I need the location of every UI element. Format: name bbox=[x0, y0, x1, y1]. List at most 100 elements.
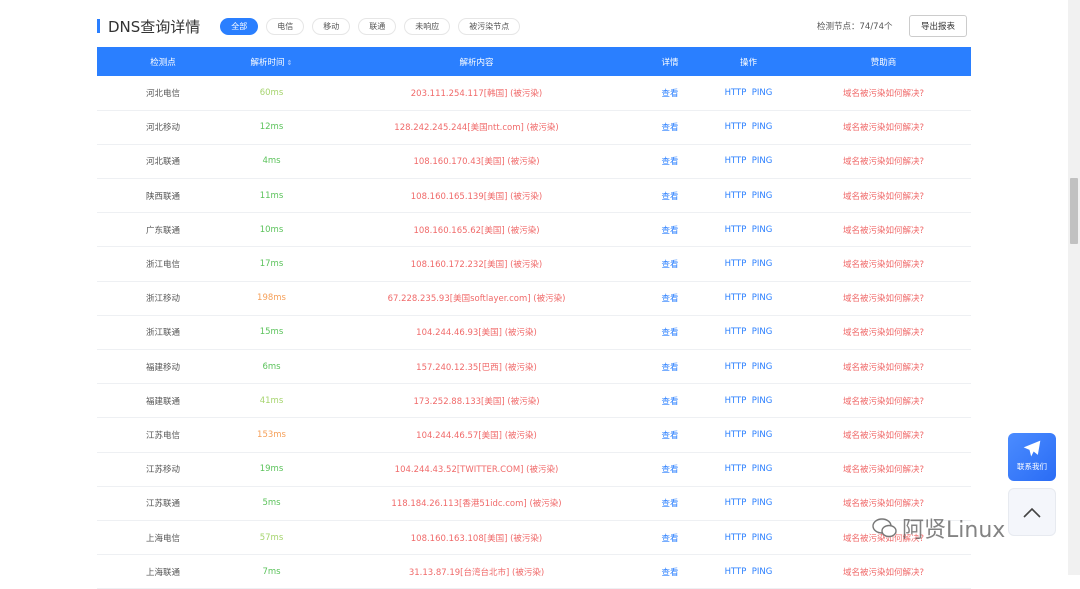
ping-link[interactable]: PING bbox=[751, 190, 773, 201]
sponsor-link[interactable]: 域名被污染如何解决? bbox=[842, 225, 924, 236]
sponsor-cell: 域名被污染如何解决? bbox=[796, 417, 971, 453]
ping-link[interactable]: PING bbox=[751, 532, 773, 543]
ping-link[interactable]: PING bbox=[751, 566, 773, 577]
ping-link[interactable]: PING bbox=[751, 122, 773, 133]
ping-link[interactable]: PING bbox=[751, 361, 773, 372]
view-detail-link[interactable]: 查看 bbox=[661, 157, 679, 168]
http-link[interactable]: HTTP bbox=[724, 361, 747, 372]
location-cell: 上海电信 bbox=[97, 520, 229, 556]
pollution-status: (被污染) bbox=[533, 294, 566, 305]
sponsor-link[interactable]: 域名被污染如何解决? bbox=[842, 157, 924, 168]
result-cell: 31.13.87.19[台湾台北市] (被污染) bbox=[314, 554, 639, 589]
filter-tab[interactable]: 未响应 bbox=[404, 17, 451, 35]
http-link[interactable]: HTTP bbox=[724, 190, 747, 201]
ping-link[interactable]: PING bbox=[751, 464, 773, 475]
ping-link[interactable]: PING bbox=[751, 293, 773, 304]
time-cell: 4ms bbox=[229, 144, 314, 180]
detail-cell: 查看 bbox=[639, 212, 701, 248]
view-detail-link[interactable]: 查看 bbox=[661, 88, 679, 99]
view-detail-link[interactable]: 查看 bbox=[661, 465, 679, 476]
filter-tab[interactable]: 移动 bbox=[312, 17, 351, 35]
view-detail-link[interactable]: 查看 bbox=[661, 567, 679, 578]
ping-link[interactable]: PING bbox=[751, 224, 773, 235]
location-cell: 广东联通 bbox=[97, 212, 229, 248]
filter-tab[interactable]: 联通 bbox=[358, 17, 397, 35]
sponsor-cell: 域名被污染如何解决? bbox=[796, 315, 971, 351]
sponsor-link[interactable]: 域名被污染如何解决? bbox=[842, 191, 924, 202]
location-cell: 浙江联通 bbox=[97, 315, 229, 351]
http-link[interactable]: HTTP bbox=[724, 566, 747, 577]
ping-link[interactable]: PING bbox=[751, 395, 773, 406]
http-link[interactable]: HTTP bbox=[724, 122, 747, 133]
pollution-status: (被污染) bbox=[507, 157, 540, 168]
http-link[interactable]: HTTP bbox=[724, 327, 747, 338]
column-header[interactable]: 解析时间 ⇕ bbox=[229, 47, 314, 76]
http-link[interactable]: HTTP bbox=[724, 464, 747, 475]
view-detail-link[interactable]: 查看 bbox=[661, 362, 679, 373]
http-link[interactable]: HTTP bbox=[724, 498, 747, 509]
table-row: 河北电信 60ms 203.111.254.117[韩国] (被污染) 查看 H… bbox=[97, 76, 971, 111]
view-detail-link[interactable]: 查看 bbox=[661, 294, 679, 305]
sponsor-link[interactable]: 域名被污染如何解决? bbox=[842, 430, 924, 441]
http-link[interactable]: HTTP bbox=[724, 395, 747, 406]
view-detail-link[interactable]: 查看 bbox=[661, 499, 679, 510]
view-detail-link[interactable]: 查看 bbox=[661, 533, 679, 544]
sponsor-link[interactable]: 域名被污染如何解决? bbox=[842, 260, 924, 271]
sponsor-cell: 域名被污染如何解决? bbox=[796, 212, 971, 248]
result-cell: 67.228.235.93[美国softlayer.com] (被污染) bbox=[314, 281, 639, 316]
http-link[interactable]: HTTP bbox=[724, 293, 747, 304]
http-link[interactable]: HTTP bbox=[724, 87, 747, 98]
sort-icon[interactable]: ⇕ bbox=[284, 58, 293, 67]
back-to-top-button[interactable] bbox=[1008, 488, 1056, 536]
ping-link[interactable]: PING bbox=[751, 87, 773, 98]
sponsor-link[interactable]: 域名被污染如何解决? bbox=[842, 533, 924, 544]
operation-cell: HTTP PING bbox=[701, 315, 796, 351]
sponsor-link[interactable]: 域名被污染如何解决? bbox=[842, 362, 924, 373]
view-detail-link[interactable]: 查看 bbox=[661, 260, 679, 271]
http-link[interactable]: HTTP bbox=[724, 224, 747, 235]
sponsor-link[interactable]: 域名被污染如何解决? bbox=[842, 465, 924, 476]
sponsor-cell: 域名被污染如何解决? bbox=[796, 383, 971, 419]
sponsor-link[interactable]: 域名被污染如何解决? bbox=[842, 328, 924, 339]
sponsor-link[interactable]: 域名被污染如何解决? bbox=[842, 499, 924, 510]
filter-tab[interactable]: 被污染节点 bbox=[458, 17, 521, 35]
ping-link[interactable]: PING bbox=[751, 327, 773, 338]
time-cell: 11ms bbox=[229, 178, 314, 214]
http-link[interactable]: HTTP bbox=[724, 156, 747, 167]
contact-us-button[interactable]: 联系我们 bbox=[1008, 433, 1056, 481]
sponsor-link[interactable]: 域名被污染如何解决? bbox=[842, 396, 924, 407]
result-cell: 118.184.26.113[香港51idc.com] (被污染) bbox=[314, 486, 639, 521]
sponsor-cell: 域名被污染如何解决? bbox=[796, 76, 971, 111]
result-cell: 108.160.170.43[美国] (被污染) bbox=[314, 144, 639, 180]
ping-link[interactable]: PING bbox=[751, 156, 773, 167]
sponsor-link[interactable]: 域名被污染如何解决? bbox=[842, 123, 924, 134]
view-detail-link[interactable]: 查看 bbox=[661, 191, 679, 202]
ping-link[interactable]: PING bbox=[751, 259, 773, 270]
sponsor-link[interactable]: 域名被污染如何解决? bbox=[842, 294, 924, 305]
watermark: 阿贤Linux bbox=[872, 512, 1005, 544]
view-detail-link[interactable]: 查看 bbox=[661, 225, 679, 236]
filter-tab[interactable]: 全部 bbox=[220, 17, 259, 35]
location-cell: 河北电信 bbox=[97, 76, 229, 111]
sponsor-link[interactable]: 域名被污染如何解决? bbox=[842, 567, 924, 578]
ping-link[interactable]: PING bbox=[751, 429, 773, 440]
ping-link[interactable]: PING bbox=[751, 498, 773, 509]
sponsor-link[interactable]: 域名被污染如何解决? bbox=[842, 88, 924, 99]
view-detail-link[interactable]: 查看 bbox=[661, 328, 679, 339]
resolved-ip: 128.242.245.244[美国ntt.com] bbox=[394, 123, 524, 134]
view-detail-link[interactable]: 查看 bbox=[661, 123, 679, 134]
scrollbar[interactable] bbox=[1068, 0, 1080, 575]
detail-cell: 查看 bbox=[639, 76, 701, 111]
http-link[interactable]: HTTP bbox=[724, 532, 747, 543]
location: 河北移动 bbox=[145, 123, 180, 134]
http-link[interactable]: HTTP bbox=[724, 259, 747, 270]
filter-tab[interactable]: 电信 bbox=[266, 17, 305, 35]
export-button[interactable]: 导出报表 bbox=[909, 15, 967, 37]
view-detail-link[interactable]: 查看 bbox=[661, 396, 679, 407]
view-detail-link[interactable]: 查看 bbox=[661, 430, 679, 441]
http-link[interactable]: HTTP bbox=[724, 429, 747, 440]
scrollbar-thumb[interactable] bbox=[1070, 178, 1078, 244]
resolved-ip: 104.244.46.57[美国] bbox=[416, 430, 502, 441]
detail-cell: 查看 bbox=[639, 110, 701, 145]
column-header-label: 操作 bbox=[739, 57, 757, 68]
